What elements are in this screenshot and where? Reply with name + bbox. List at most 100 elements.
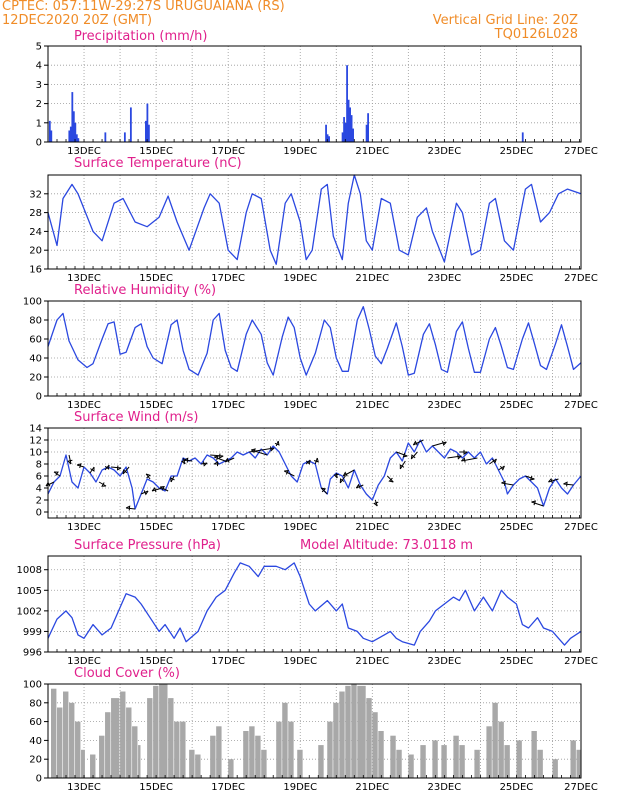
wind-arrowhead [54, 471, 59, 476]
cloud-bar [327, 721, 333, 778]
wind-vector [122, 466, 130, 475]
cloud-bar [366, 698, 372, 778]
x-tick-label: 19DEC [283, 273, 317, 284]
wind-arrowhead [463, 449, 468, 456]
panel-title: Surface Temperature (nC) [74, 156, 242, 171]
precip-bar [349, 107, 351, 142]
precip-bar [344, 122, 347, 142]
x-tick-label: 23DEC [428, 400, 462, 411]
x-tick-label: 13DEC [67, 656, 101, 667]
cloud-bar [357, 685, 366, 778]
wind-arrowhead [125, 505, 131, 511]
cloud-bar [168, 698, 174, 778]
y-tick-label: 1 [36, 118, 42, 129]
wind-arrowhead [213, 460, 219, 467]
wind-arrowhead [342, 471, 348, 477]
x-tick-label: 17DEC [211, 782, 245, 793]
y-tick-label: 3 [36, 80, 42, 91]
y-tick-label: 60 [29, 717, 42, 728]
x-tick-label: 19DEC [283, 522, 317, 533]
cloud-bar [210, 735, 216, 778]
cloud-bar [498, 721, 504, 778]
cloud-bar [441, 745, 447, 778]
wind-arrowhead [410, 454, 416, 460]
wind-arrowhead [412, 440, 418, 446]
wind-vector [396, 451, 408, 457]
wind-vector [98, 481, 107, 487]
precip-bar [74, 122, 77, 142]
x-tick-label: 13DEC [67, 273, 101, 284]
wind-arrowhead [548, 477, 553, 484]
precip-bar [328, 136, 330, 142]
y-tick-label: 20 [29, 246, 42, 257]
wind-vector [213, 456, 226, 462]
cloud-bar [51, 688, 57, 778]
precip-bar [346, 65, 348, 142]
cloud-bar [90, 754, 96, 778]
cloud-bar [531, 731, 537, 778]
cloud-bar [492, 702, 498, 778]
wind-vector [249, 447, 275, 453]
cloud-bar [99, 735, 105, 778]
cloud-bar [576, 749, 581, 778]
x-tick-label: 17DEC [211, 656, 245, 667]
wind-vector [461, 457, 478, 462]
cloud-bar [180, 721, 186, 778]
panel-title: Relative Humidity (%) [74, 283, 216, 298]
wind-arrowhead [529, 475, 535, 481]
cloud-bar [420, 745, 426, 778]
series-line [47, 439, 582, 510]
panel-frame [47, 427, 582, 519]
y-tick-label: 14 [29, 424, 42, 435]
x-tick-label: 17DEC [211, 522, 245, 533]
y-tick-label: 60 [29, 335, 42, 346]
precip-bar [147, 124, 150, 142]
wind-vector [320, 487, 328, 495]
wind-vector [413, 439, 424, 446]
x-tick-label: 27DEC [564, 522, 598, 533]
precip-bar [77, 138, 80, 142]
panel-title: Cloud Cover (%) [74, 666, 180, 681]
panel-frame [47, 300, 582, 397]
wind-vector [126, 507, 136, 510]
x-tick-label: 15DEC [139, 273, 173, 284]
cloud-bar [243, 731, 249, 778]
wind-vector [184, 459, 193, 462]
wind-arrowhead [76, 463, 82, 469]
cloud-bar [216, 726, 222, 778]
y-tick-label: 40 [29, 354, 42, 365]
y-tick-label: 4 [36, 484, 42, 495]
x-tick-label: 15DEC [139, 400, 173, 411]
x-tick-label: 21DEC [355, 146, 389, 157]
y-tick-label: 16 [29, 265, 42, 276]
cloud-bar [318, 745, 324, 778]
x-tick-label: 25DEC [500, 146, 534, 157]
x-tick-label: 21DEC [355, 522, 389, 533]
precip-bar [326, 134, 329, 142]
wind-arrowhead [224, 457, 230, 463]
x-tick-label: 19DEC [283, 782, 317, 793]
precip-bar [146, 103, 149, 142]
wind-vector [447, 455, 462, 459]
wind-arrowhead [442, 440, 447, 447]
wind-arrowhead [501, 480, 506, 486]
wind-arrowhead [160, 486, 165, 491]
cloud-bar [195, 754, 201, 778]
cloud-bar [516, 740, 522, 778]
wind-vector [68, 454, 72, 465]
x-tick-label: 17DEC [211, 273, 245, 284]
precip-bar [71, 92, 74, 142]
x-tick-label: 21DEC [355, 400, 389, 411]
wind-vector [224, 457, 235, 463]
precip-bar [341, 132, 344, 142]
y-tick-label: 80 [29, 316, 42, 327]
wind-arrowhead [251, 448, 256, 454]
x-tick-label: 15DEC [139, 782, 173, 793]
y-tick-label: 80 [29, 698, 42, 709]
x-tick-label: 17DEC [211, 146, 245, 157]
cloud-bar [75, 721, 81, 778]
cloud-bar [174, 721, 180, 778]
wind-arrowhead [122, 469, 128, 475]
panel-5: Surface Pressure (hPa) Model Altitude: 73… [17, 538, 598, 667]
